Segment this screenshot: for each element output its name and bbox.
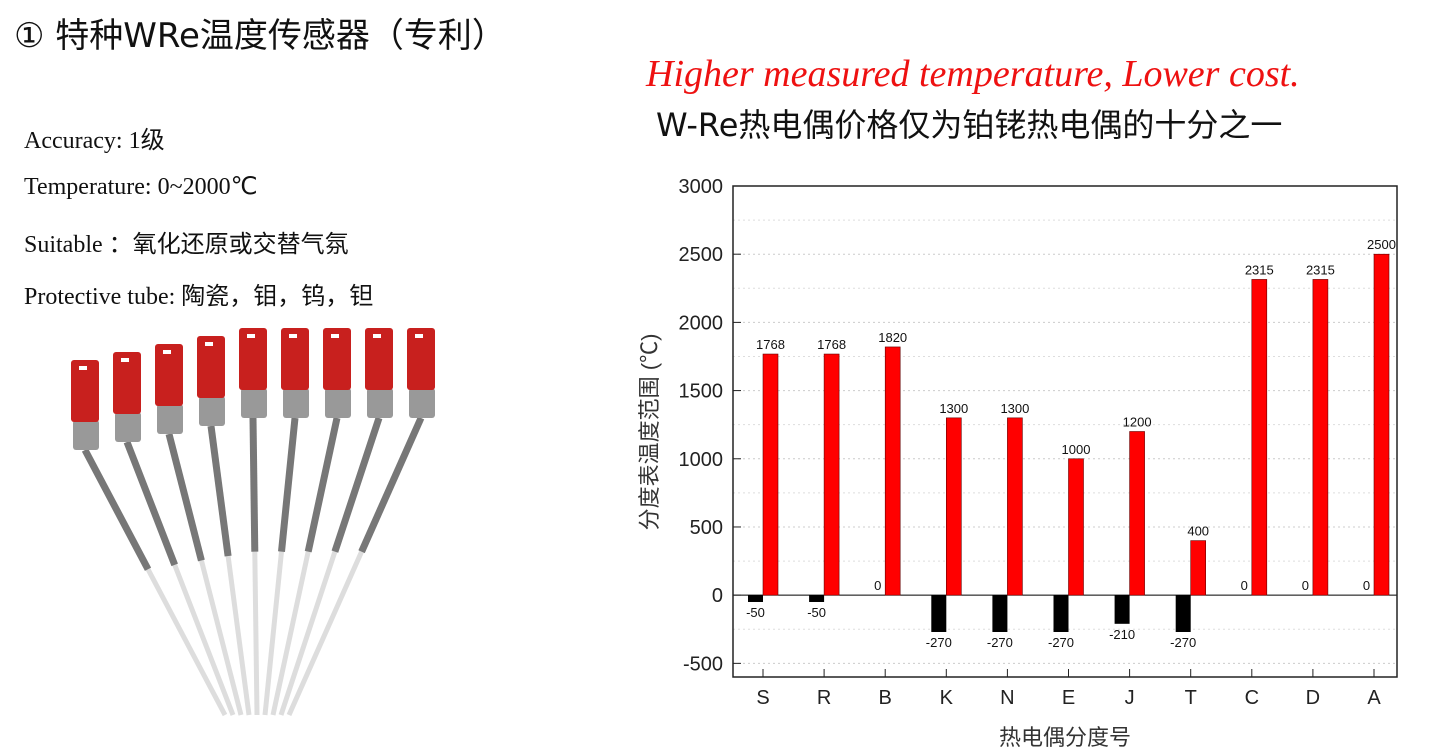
x-tick-label: J	[1125, 687, 1135, 709]
data-label-min: 0	[1241, 578, 1248, 593]
y-tick-label: 1000	[679, 449, 724, 471]
data-label-max: 1300	[1000, 401, 1029, 416]
data-label-max: 2315	[1306, 262, 1335, 277]
y-tick-label: 2000	[679, 312, 724, 334]
data-label-max: 1300	[939, 401, 968, 416]
thermocouple-icon	[286, 328, 435, 717]
y-tick-label: 2500	[679, 244, 724, 266]
y-tick-label: 500	[690, 517, 723, 539]
data-label-max: 1768	[817, 337, 846, 352]
x-tick-label: C	[1245, 687, 1259, 709]
data-label-max: 1820	[878, 330, 907, 345]
bar-max	[823, 353, 840, 596]
bar-min	[1114, 595, 1130, 624]
bar-max	[1312, 279, 1329, 596]
thermocouple-icon	[113, 352, 236, 716]
data-label-max: 1200	[1123, 415, 1152, 430]
bar-max	[1251, 279, 1268, 596]
data-label-min: -50	[807, 605, 826, 620]
data-label-min: -270	[926, 635, 952, 650]
bar-min	[992, 595, 1008, 632]
bar-min	[1053, 595, 1069, 632]
thermocouple-icon	[155, 344, 244, 716]
data-label-max: 400	[1187, 524, 1209, 539]
slide-title: ① 特种WRe温度传感器（专利）	[14, 16, 506, 56]
data-label-max: 1000	[1062, 442, 1091, 457]
plot-frame	[732, 185, 1398, 678]
bar-max	[762, 353, 779, 596]
data-label-min: -50	[746, 605, 765, 620]
bar-min	[931, 595, 947, 632]
x-tick-label: K	[940, 687, 954, 709]
spec-list: Accuracy: 1级 Temperature: 0~2000℃ Suitab…	[24, 120, 373, 328]
data-label-min: 0	[1363, 578, 1370, 593]
thermocouple-icon	[197, 336, 252, 716]
data-label-max: 2500	[1367, 237, 1396, 252]
bar-max	[1190, 540, 1206, 596]
thermocouple-icon	[278, 328, 393, 716]
x-tick-label: N	[1000, 687, 1014, 709]
bar-max	[1007, 417, 1023, 596]
thermocouple-icon	[262, 328, 309, 716]
thermocouple-photo	[71, 328, 435, 717]
bar-max	[884, 346, 901, 596]
spec-protective-tube: Protective tube: 陶瓷，钼，钨，钽	[24, 284, 374, 310]
subtitle: W-Re热电偶价格仅为铂铑热电偶的十分之一	[656, 106, 1283, 144]
y-tick-label: 1500	[679, 381, 724, 403]
bar-max	[1373, 253, 1390, 596]
x-tick-label: E	[1062, 687, 1075, 709]
spec-accuracy: Accuracy: 1级	[24, 128, 165, 154]
y-tick-label: -500	[683, 653, 723, 675]
bar-min	[1175, 595, 1191, 632]
bar-min	[748, 595, 763, 602]
data-label-min: 0	[1302, 578, 1309, 593]
bar-min	[809, 595, 825, 602]
x-axis-label: 热电偶分度号	[999, 725, 1131, 750]
y-tick-label: 3000	[679, 176, 724, 198]
spec-suitable: Suitable ：氧化还原或交替气氛	[24, 232, 349, 258]
thermocouple-icon	[270, 328, 351, 716]
data-label-min: 0	[874, 578, 881, 593]
x-tick-label: T	[1185, 687, 1197, 709]
thermocouple-icon	[71, 360, 228, 717]
x-tick-label: S	[756, 687, 769, 709]
y-tick-label: 0	[712, 585, 723, 607]
thermocouple-icon	[239, 328, 267, 716]
bar-max	[945, 417, 962, 596]
x-tick-label: A	[1367, 687, 1381, 709]
data-label-min: -210	[1109, 627, 1135, 642]
data-label-max: 2315	[1245, 262, 1274, 277]
data-label-min: -270	[1170, 635, 1196, 650]
spec-temperature: Temperature: 0~2000℃	[24, 174, 258, 200]
x-tick-label: R	[817, 687, 831, 709]
y-axis-label: 分度表温度范围 (℃)	[637, 334, 662, 531]
bar-max	[1068, 458, 1084, 596]
data-label-min: -270	[987, 635, 1013, 650]
data-label-max: 1768	[756, 337, 785, 352]
x-tick-label: D	[1306, 687, 1320, 709]
x-tick-label: B	[879, 687, 892, 709]
data-label-min: -270	[1048, 635, 1074, 650]
slogan: Higher measured temperature, Lower cost.	[646, 53, 1300, 95]
bar-max	[1129, 431, 1145, 596]
